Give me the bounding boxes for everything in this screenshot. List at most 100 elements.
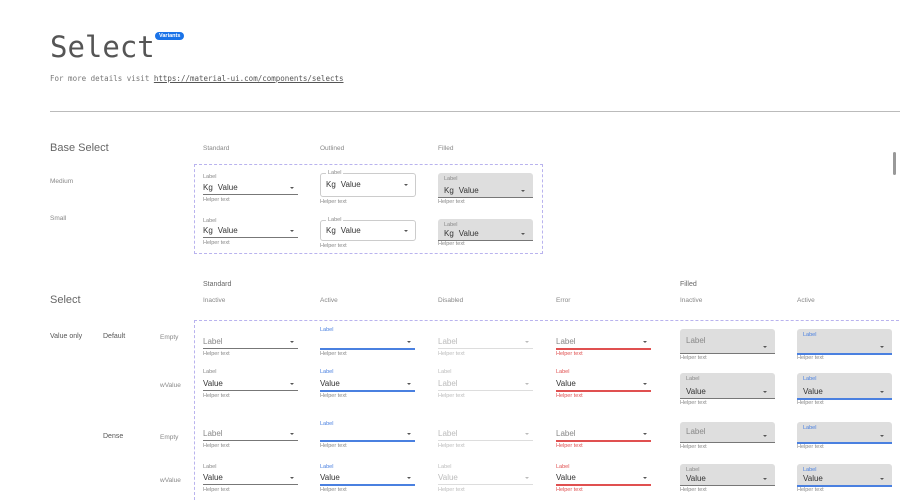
select-field[interactable]: Label Value Helper text — [556, 369, 651, 401]
underline — [556, 390, 651, 392]
unit-prefix: Kg — [203, 226, 213, 235]
select-field[interactable]: Label Helper text — [556, 421, 651, 451]
chevron-down-icon — [763, 435, 767, 437]
select-field[interactable]: Label Value Helper text — [320, 369, 415, 401]
select-field[interactable]: Label Value Helper text — [680, 464, 775, 495]
underline — [556, 440, 651, 442]
select-field[interactable]: Label Value Helper text — [203, 464, 298, 495]
variants-badge: Variants — [155, 32, 185, 40]
select-field[interactable]: Label Value Helper text — [680, 373, 775, 408]
value-text: Value — [556, 379, 576, 388]
row-small: Small — [50, 215, 67, 222]
underline — [203, 440, 298, 441]
underline — [680, 398, 775, 399]
select-field[interactable]: Label Helper text — [556, 327, 651, 359]
helper-text: Helper text — [203, 351, 230, 357]
row-default: Default — [103, 333, 126, 340]
select-field[interactable]: Label Helper text — [203, 421, 298, 451]
chevron-down-icon — [880, 391, 884, 393]
select-field[interactable]: Label Kg Value Helper text — [203, 174, 298, 205]
field-label: Label — [203, 369, 217, 375]
helper-text: Helper text — [438, 393, 465, 399]
helper-text: Helper text — [680, 444, 707, 450]
outline-box — [320, 220, 416, 241]
page-title: Select — [50, 30, 155, 64]
select-field[interactable]: Label Kg Value Helper text — [320, 217, 416, 251]
field-label: Label — [320, 327, 334, 333]
col-outlined: Outlined — [320, 145, 345, 152]
underline — [438, 197, 533, 198]
col-active: Active — [320, 297, 338, 304]
select-field[interactable]: Label Kg Value Helper text — [203, 218, 298, 248]
helper-text: Helper text — [680, 400, 707, 406]
unit-prefix: Kg — [203, 183, 213, 192]
field-value: Kg Value — [444, 186, 479, 195]
unit-prefix: Kg — [444, 186, 454, 195]
underline — [320, 484, 415, 486]
field-placeholder: Label — [203, 337, 223, 346]
select-field[interactable]: Label Helper text — [320, 421, 415, 451]
subtitle: For more details visit https://material-… — [50, 74, 344, 83]
row-wvalue: wValue — [160, 382, 181, 389]
select-field[interactable]: Label Helper text — [797, 329, 892, 363]
field-placeholder: Label — [203, 429, 223, 438]
filled-box — [680, 422, 775, 442]
underline — [797, 442, 892, 444]
helper-text: Helper text — [438, 241, 465, 247]
field-label: Label — [203, 218, 217, 224]
col-standard: Standard — [203, 145, 230, 152]
value-text: Value — [438, 473, 458, 482]
value-text: Value — [340, 225, 361, 235]
value-text: Value — [686, 387, 706, 396]
helper-text: Helper text — [203, 240, 230, 246]
field-value: Value — [438, 473, 458, 482]
select-field[interactable]: Label Value Helper text — [320, 464, 415, 495]
underline — [203, 484, 298, 485]
field-label: Label — [444, 222, 458, 228]
helper-text: Helper text — [797, 400, 824, 406]
scrollbar[interactable] — [893, 152, 896, 175]
chevron-down-icon — [290, 187, 294, 189]
chevron-down-icon — [643, 477, 647, 479]
field-placeholder: Label — [556, 429, 576, 438]
base-variants-frame — [194, 164, 543, 254]
field-label: Label — [803, 425, 817, 431]
select-field[interactable]: Label Helper text — [203, 327, 298, 359]
select-field[interactable]: Label Kg Value Helper text — [320, 170, 416, 207]
select-field[interactable]: Label Helper text — [680, 422, 775, 452]
filled-box — [797, 329, 892, 353]
field-value: Value — [203, 379, 223, 388]
underline — [438, 390, 533, 391]
value-text: Value — [320, 473, 340, 482]
helper-text: Helper text — [320, 199, 347, 205]
select-field[interactable]: Label Value Helper text — [203, 369, 298, 401]
row-dense: Dense — [103, 433, 124, 440]
select-field[interactable]: Label Helper text — [680, 329, 775, 363]
field-value: Value — [803, 474, 823, 483]
chevron-down-icon — [521, 233, 525, 235]
field-label: Label — [556, 369, 570, 375]
field-placeholder: Label — [556, 337, 576, 346]
underline — [797, 485, 892, 487]
filled-box — [680, 373, 775, 398]
chevron-down-icon — [525, 383, 529, 385]
field-label: Label — [803, 376, 817, 382]
select-field[interactable]: Label Value Helper text — [797, 373, 892, 408]
field-value: Value — [320, 379, 340, 388]
chevron-down-icon — [880, 478, 884, 480]
select-field[interactable]: Label Value Helper text — [556, 464, 651, 495]
field-value: Kg Value — [444, 229, 479, 238]
select-field[interactable]: Label Helper text — [797, 422, 892, 452]
chevron-down-icon — [290, 383, 294, 385]
select-field[interactable]: Label Helper text — [320, 327, 415, 359]
helper-text: Helper text — [438, 487, 465, 493]
chevron-down-icon — [880, 346, 884, 348]
docs-link[interactable]: https://material-ui.com/components/selec… — [153, 74, 344, 83]
underline — [203, 237, 298, 238]
select-field[interactable]: Label Kg Value Helper text — [438, 219, 533, 249]
helper-text: Helper text — [680, 487, 707, 493]
value-text: Value — [803, 474, 823, 483]
select-field[interactable]: Label Value Helper text — [797, 464, 892, 495]
select-field[interactable]: Label Kg Value Helper text — [438, 173, 533, 207]
helper-text: Helper text — [438, 351, 465, 357]
